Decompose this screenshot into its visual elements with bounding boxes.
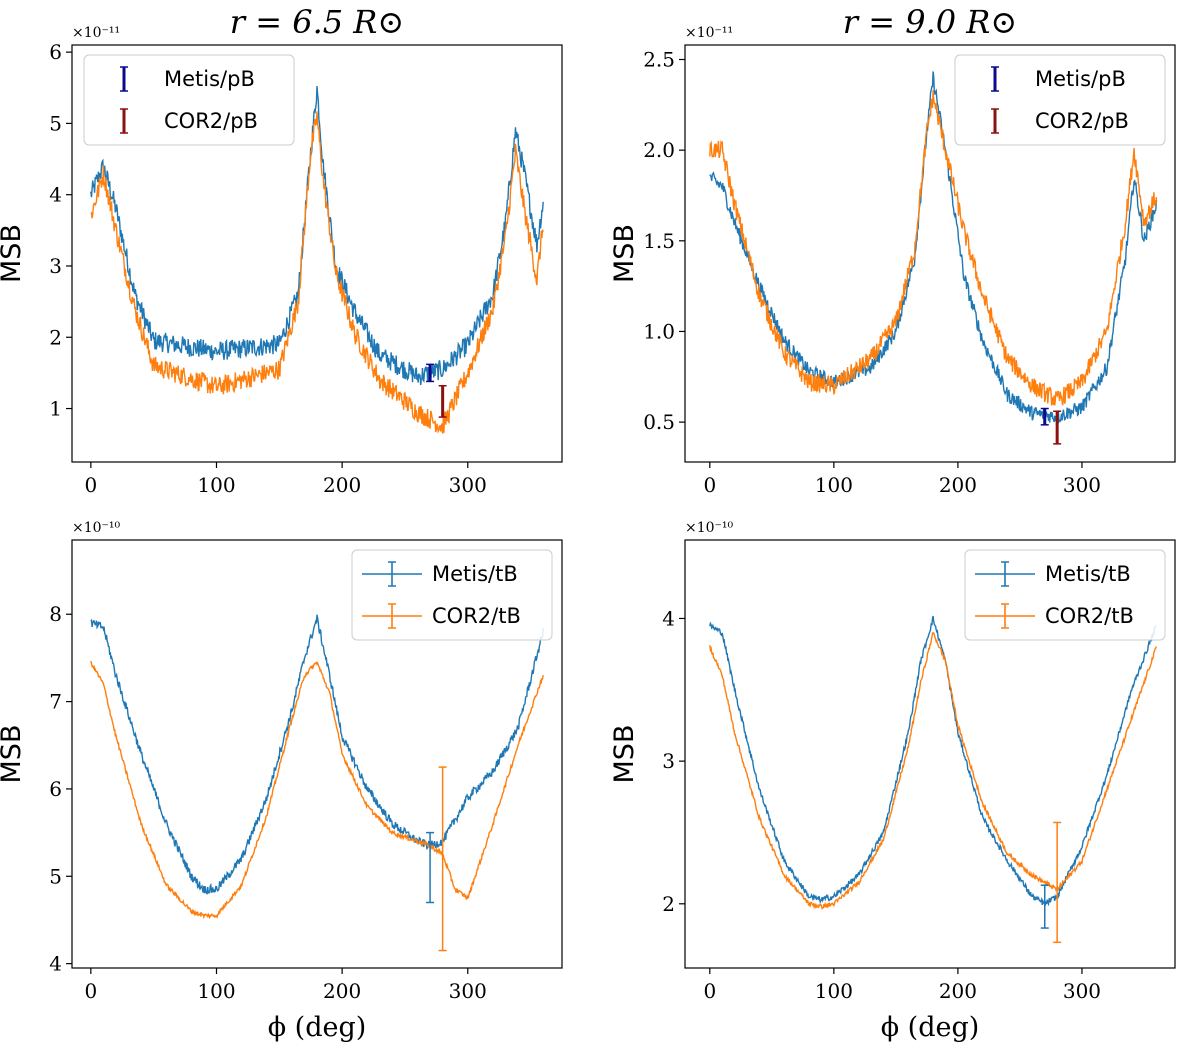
legend-box <box>351 549 553 641</box>
series-line-cor2-pb <box>709 90 1158 406</box>
series-line-cor2-tb <box>90 660 544 920</box>
legend: Metis/pB COR2/pB <box>954 54 1166 146</box>
errorbar-metis-tb <box>1040 884 1049 929</box>
series-line-cor2-tb <box>709 631 1158 910</box>
errorbar-metis-pb <box>426 363 435 383</box>
series-line-metis-tb <box>709 615 1157 908</box>
x-tick-label: 0 <box>703 979 716 1003</box>
chart-title: r = 9.0 R⊙ <box>843 3 1017 41</box>
series-line-cor2-pb <box>90 111 544 434</box>
legend-label: COR2/pB <box>164 109 258 133</box>
y-tick-label: 4 <box>662 606 675 630</box>
axis-multiplier: ×10⁻¹¹ <box>685 25 733 41</box>
x-tick-label: 100 <box>197 979 235 1003</box>
y-axis-label: MSB <box>609 224 640 283</box>
panel-2: 0 100 200 300 0.5 1.0 1.5 2.0 2.5 ×10⁻¹¹ MSB r = 9.… <box>609 3 1176 497</box>
y-axis-label: MSB <box>609 725 640 784</box>
series-line-metis-pb <box>709 71 1158 425</box>
y-tick-label: 4 <box>49 183 62 207</box>
legend-label: COR2/tB <box>432 604 521 628</box>
legend-label: COR2/pB <box>1035 109 1129 133</box>
legend-box <box>964 549 1166 641</box>
legend-label: COR2/tB <box>1045 604 1134 628</box>
y-tick-label: 2.0 <box>643 138 675 162</box>
axes-frame <box>71 539 563 969</box>
legend-label: Metis/tB <box>432 562 518 586</box>
panel-1: 0 100 200 300 1 2 3 4 5 6 ×10⁻¹¹ MSB r = 6.5 R⊙ Metis… <box>0 3 563 497</box>
y-tick-label: 8 <box>49 602 62 626</box>
x-axis-label: ϕ (deg) <box>268 1012 367 1043</box>
legend-item: COR2/pB <box>120 108 258 134</box>
y-tick-label: 2.5 <box>643 48 675 72</box>
legend-item: COR2/pB <box>991 108 1129 134</box>
errorbar-metis-tb <box>426 831 435 904</box>
panel-3: 0 100 200 300 4 5 6 7 8 ×10⁻¹⁰ MSB ϕ (deg) Metis/tB C… <box>0 520 563 1043</box>
x-tick-label: 200 <box>323 979 361 1003</box>
x-tick-label: 300 <box>449 979 487 1003</box>
y-tick-label: 4 <box>49 952 62 976</box>
y-tick-label: 5 <box>49 864 62 888</box>
x-tick-label: 0 <box>84 473 97 497</box>
x-tick-label: 200 <box>939 979 977 1003</box>
x-tick-label: 200 <box>939 473 977 497</box>
legend-item: COR2/tB <box>362 603 521 629</box>
errorbar-metis-pb <box>1040 407 1049 426</box>
y-tick-label: 2 <box>49 325 62 349</box>
panel-4: 0 100 200 300 2 3 4 ×10⁻¹⁰ MSB ϕ (deg) Metis/tB COR… <box>609 520 1176 1043</box>
legend-box <box>954 54 1166 146</box>
x-tick-label: 100 <box>815 979 853 1003</box>
legend-label: Metis/pB <box>1035 67 1126 91</box>
legend-item: Metis/tB <box>975 561 1131 587</box>
legend-item: Metis/tB <box>362 561 518 587</box>
y-axis-label: MSB <box>0 725 27 784</box>
y-tick-label: 5 <box>49 111 62 135</box>
legend: Metis/tB COR2/tB <box>964 549 1166 641</box>
axes-frame <box>684 539 1176 969</box>
y-tick-label: 6 <box>49 777 62 801</box>
x-tick-label: 300 <box>1063 473 1101 497</box>
y-tick-label: 6 <box>49 40 62 64</box>
legend: Metis/pB COR2/pB <box>83 54 295 146</box>
x-tick-label: 200 <box>323 473 361 497</box>
x-axis-label: ϕ (deg) <box>881 1012 980 1043</box>
x-tick-label: 0 <box>84 979 97 1003</box>
legend-item: Metis/pB <box>120 66 255 92</box>
y-tick-label: 3 <box>662 749 675 773</box>
x-tick-label: 100 <box>197 473 235 497</box>
errorbar-cor2-pb <box>1053 410 1062 445</box>
x-tick-label: 300 <box>449 473 487 497</box>
chart-title: r = 6.5 R⊙ <box>230 3 404 41</box>
y-tick-label: 1.0 <box>643 319 675 343</box>
legend-label: Metis/tB <box>1045 562 1131 586</box>
axis-multiplier: ×10⁻¹¹ <box>72 25 120 41</box>
series-line-metis-pb <box>90 85 544 386</box>
x-tick-label: 100 <box>815 473 853 497</box>
y-tick-label: 0.5 <box>643 410 675 434</box>
y-tick-label: 3 <box>49 254 62 278</box>
legend-item: Metis/pB <box>991 66 1126 92</box>
x-tick-label: 300 <box>1063 979 1101 1003</box>
x-tick-label: 0 <box>703 473 716 497</box>
y-axis-label: MSB <box>0 224 27 283</box>
legend-item: COR2/tB <box>975 603 1134 629</box>
axis-multiplier: ×10⁻¹⁰ <box>72 520 121 536</box>
axes-frame <box>684 44 1176 463</box>
errorbar-cor2-tb <box>1053 821 1062 944</box>
legend-box <box>83 54 295 146</box>
y-tick-label: 1.5 <box>643 229 675 253</box>
errorbar-cor2-tb <box>438 766 447 952</box>
series-line-metis-tb <box>90 614 544 895</box>
errorbar-cor2-pb <box>438 384 447 418</box>
axis-multiplier: ×10⁻¹⁰ <box>685 520 734 536</box>
y-tick-label: 7 <box>49 690 62 714</box>
y-tick-label: 2 <box>662 892 675 916</box>
y-tick-label: 1 <box>49 397 62 421</box>
axes-frame <box>71 44 563 463</box>
legend: Metis/tB COR2/tB <box>351 549 553 641</box>
legend-label: Metis/pB <box>164 67 255 91</box>
